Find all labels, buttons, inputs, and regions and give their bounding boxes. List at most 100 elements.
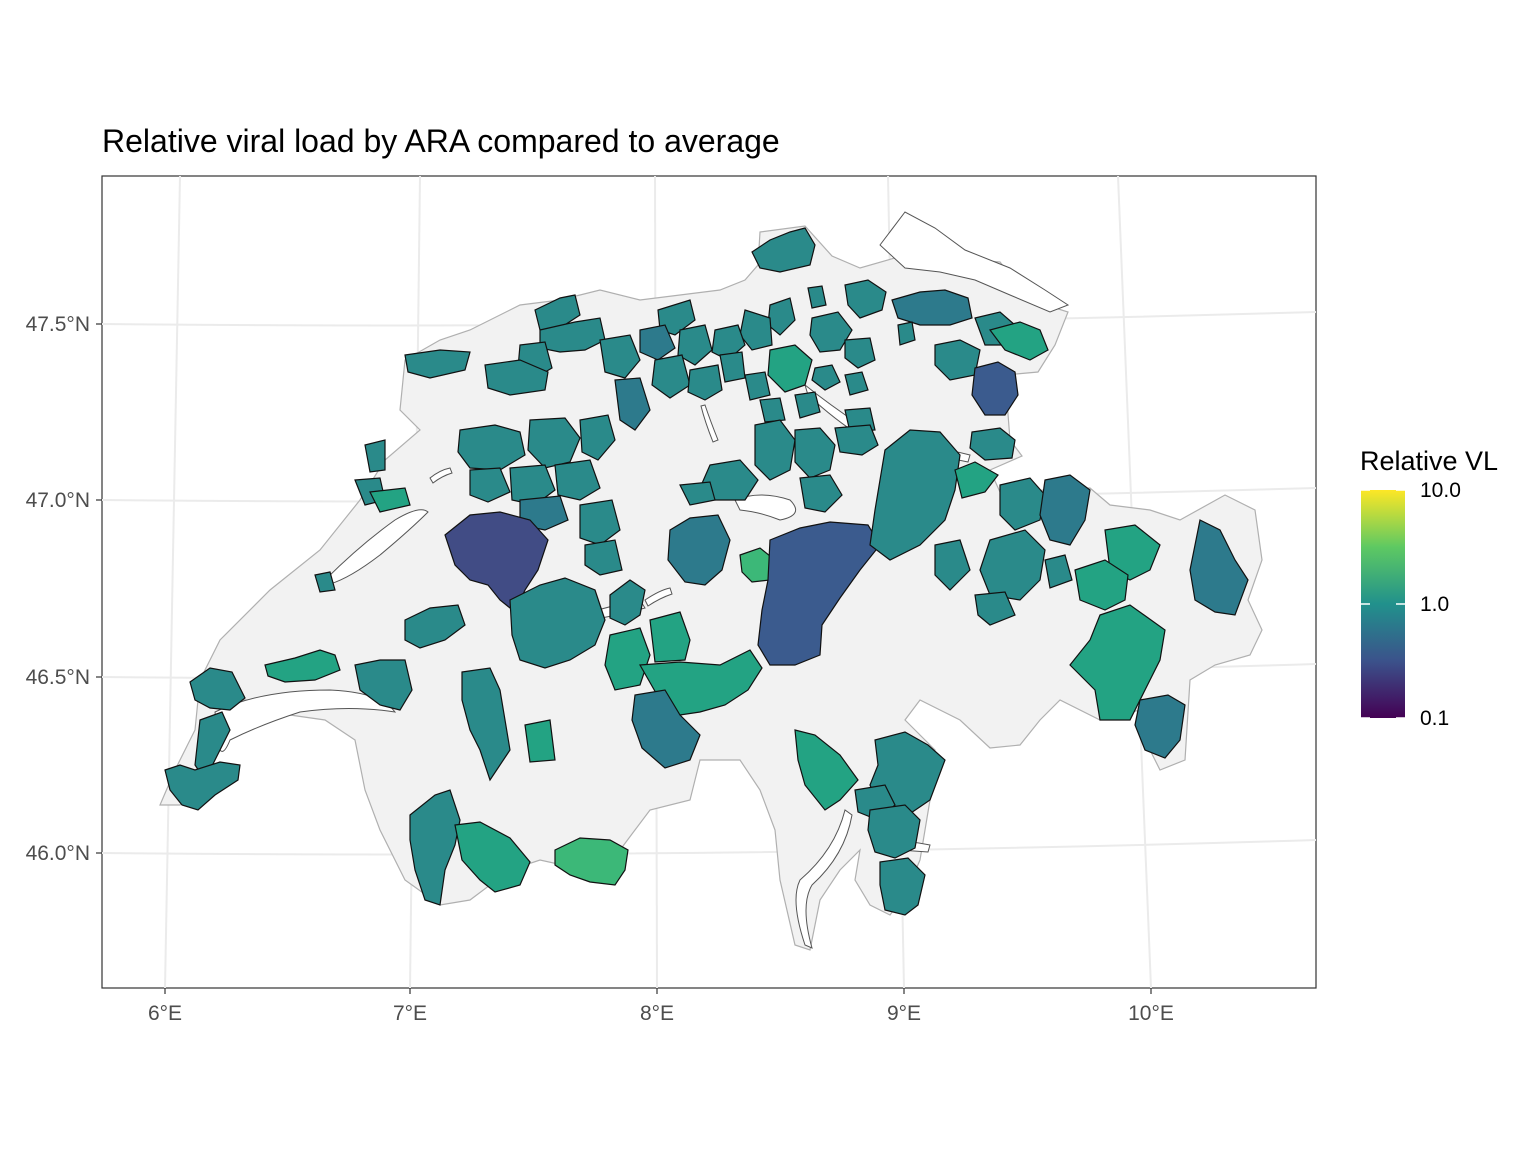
lake-maggiore — [795, 809, 853, 949]
ara-region — [844, 371, 869, 396]
ara-region — [444, 511, 549, 613]
ara-region — [809, 311, 853, 353]
ara-region — [799, 474, 843, 513]
ara-region — [584, 539, 623, 576]
ara-region — [649, 611, 691, 663]
y-tick-label: 47.5°N — [26, 313, 90, 336]
ara-region — [677, 324, 713, 366]
ara-region — [579, 414, 616, 461]
map-layer — [102, 176, 1316, 988]
ara-region — [754, 419, 796, 481]
ara-region — [579, 499, 621, 546]
ara-region — [527, 417, 581, 469]
x-tick-label: 8°E — [640, 1002, 674, 1025]
lake-geneva — [214, 689, 397, 752]
ara-region — [679, 481, 716, 506]
ara-region — [1134, 694, 1186, 759]
ara-region — [639, 324, 676, 361]
ara-region — [979, 529, 1046, 601]
ara-region — [314, 571, 336, 593]
map-title: Relative viral load by ARA compared to a… — [102, 123, 780, 159]
ara-region — [599, 334, 641, 379]
legend: Relative VL 10.0 1.0 0.1 — [1360, 446, 1498, 730]
ara-region — [164, 761, 241, 811]
ara-region — [1039, 474, 1091, 546]
lake-brienz — [644, 587, 673, 607]
ara-region — [794, 729, 859, 811]
ara-region — [404, 604, 466, 649]
lake-biel — [429, 467, 453, 484]
x-axis: 6°E 7°E 8°E 9°E 10°E — [148, 988, 1174, 1025]
y-tick-label: 47.0°N — [26, 489, 90, 512]
ara-region — [744, 371, 771, 401]
ara-region — [484, 359, 549, 396]
ara-region — [524, 719, 556, 763]
ara-region — [811, 364, 841, 391]
ara-region — [999, 477, 1046, 531]
ara-region — [364, 439, 386, 473]
ara-region — [461, 667, 511, 782]
ara-region — [509, 577, 606, 669]
ara-region — [604, 627, 651, 691]
legend-title: Relative VL — [1360, 446, 1498, 476]
x-tick-label: 9°E — [887, 1002, 921, 1025]
ara-region — [651, 354, 691, 399]
ara-region — [404, 349, 471, 379]
legend-tick-label: 0.1 — [1420, 707, 1449, 730]
ara-region — [767, 344, 813, 393]
ara-region — [934, 539, 971, 591]
ara-region — [194, 711, 231, 782]
legend-tick-marks — [1361, 489, 1405, 719]
ara-region — [867, 804, 921, 859]
ara-region — [354, 659, 413, 711]
ara-region — [687, 364, 723, 401]
ara-region — [739, 309, 773, 351]
ara-region — [751, 227, 816, 273]
ara-region — [969, 427, 1016, 461]
ara-region — [614, 377, 651, 431]
ara-region — [667, 514, 731, 586]
ara-region — [1074, 559, 1129, 611]
ara-region — [264, 649, 341, 683]
ara-region — [794, 427, 836, 479]
ara-region — [1069, 604, 1166, 721]
ara-region — [759, 397, 786, 423]
ara-region — [609, 579, 646, 626]
legend-tick-label: 10.0 — [1420, 479, 1461, 502]
ara-region — [1189, 519, 1249, 616]
ara-region — [554, 459, 601, 501]
y-axis: 47.5°N 47.0°N 46.5°N 46.0°N — [26, 313, 102, 865]
ara-region — [988, 321, 1049, 361]
ara-regions — [164, 227, 1249, 916]
ara-region — [369, 487, 411, 513]
ara-region — [554, 837, 629, 886]
ara-region — [189, 667, 246, 711]
ara-region — [879, 857, 926, 916]
ara-region — [834, 424, 879, 456]
y-tick-label: 46.5°N — [26, 666, 90, 689]
ara-region — [631, 689, 701, 769]
ara-region — [409, 789, 461, 906]
lake-lucerne — [734, 494, 797, 521]
lake-sempach — [700, 404, 719, 443]
x-tick-label: 7°E — [393, 1002, 427, 1025]
legend-tick-label: 1.0 — [1420, 593, 1449, 616]
lake-constance — [879, 211, 1070, 313]
ara-region — [869, 429, 961, 561]
ara-region — [897, 321, 916, 346]
ara-region — [807, 285, 827, 309]
ara-region — [954, 461, 999, 499]
lake-neuchatel — [324, 509, 429, 585]
x-tick-label: 6°E — [148, 1002, 182, 1025]
ara-region — [469, 467, 511, 503]
ara-region — [974, 591, 1016, 626]
ara-region — [454, 821, 531, 893]
ara-region — [1044, 554, 1073, 589]
ara-region — [794, 391, 821, 419]
ara-region — [757, 521, 881, 666]
ara-region — [844, 279, 887, 319]
ara-region — [971, 361, 1019, 416]
ara-region — [457, 424, 526, 471]
x-tick-label: 10°E — [1128, 1002, 1174, 1025]
